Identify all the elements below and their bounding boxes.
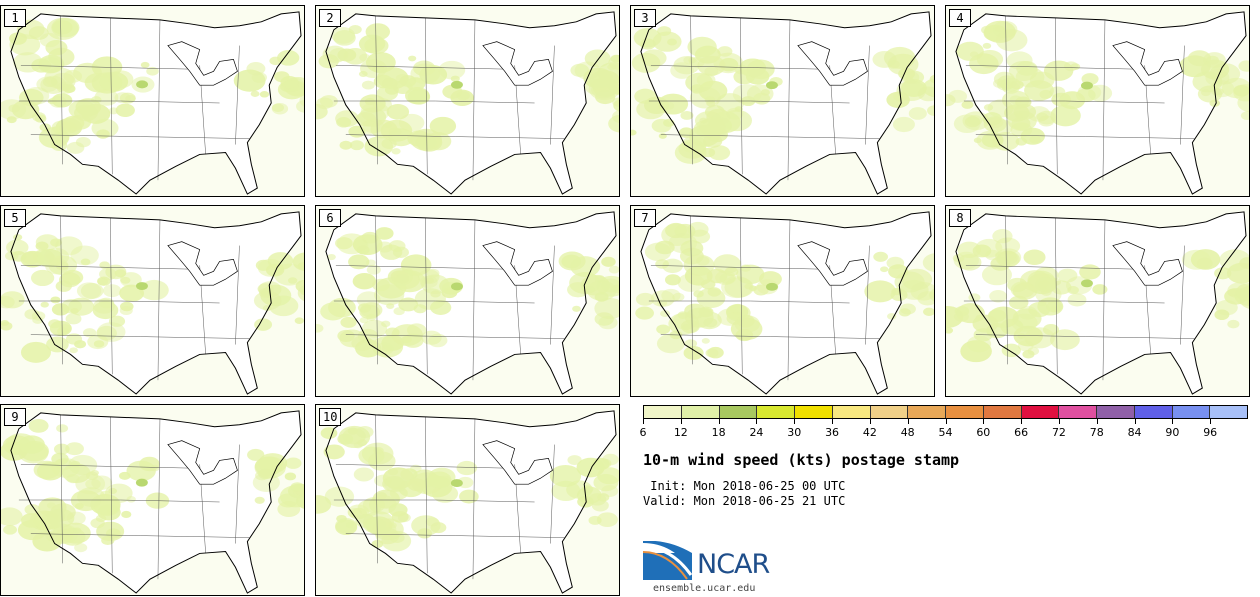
conus-map bbox=[316, 405, 619, 595]
colorbar-bin bbox=[1021, 406, 1060, 418]
colorbar-tick-label: 30 bbox=[787, 426, 802, 439]
conus-map bbox=[316, 206, 619, 396]
colorbar-bin bbox=[681, 406, 720, 418]
colorbar-tick-mark bbox=[1134, 419, 1136, 424]
colorbar-tick-label: 24 bbox=[749, 426, 764, 439]
colorbar-tick-label: 18 bbox=[711, 426, 726, 439]
colorbar-tick-mark bbox=[1172, 419, 1174, 424]
colorbar-tick-label: 72 bbox=[1051, 426, 1066, 439]
colorbar-bin bbox=[1134, 406, 1173, 418]
conus-map bbox=[1, 6, 304, 196]
ensemble-member-panel: 6 bbox=[315, 205, 620, 397]
ensemble-member-panel: 5 bbox=[0, 205, 305, 397]
ncar-logo-text: NCAR bbox=[697, 549, 770, 580]
member-number-label: 10 bbox=[319, 408, 342, 426]
member-number-label: 2 bbox=[319, 9, 341, 27]
colorbar-tick-label: 12 bbox=[673, 426, 688, 439]
colorbar-tick-label: 54 bbox=[938, 426, 953, 439]
colorbar-bin bbox=[719, 406, 758, 418]
member-number-label: 3 bbox=[634, 9, 656, 27]
source-url: ensemble.ucar.edu bbox=[653, 583, 756, 594]
colorbar-tick-mark bbox=[718, 419, 720, 424]
colorbar-tick-label: 6 bbox=[639, 426, 647, 439]
colorbar-tick-label: 66 bbox=[1014, 426, 1029, 439]
colorbar-bin bbox=[795, 406, 833, 418]
conus-map bbox=[1, 405, 304, 595]
ensemble-member-panel: 10 bbox=[315, 404, 620, 596]
colorbar-tick-label: 78 bbox=[1089, 426, 1104, 439]
conus-map bbox=[316, 6, 619, 196]
colorbar-tick-mark bbox=[1210, 419, 1212, 424]
ensemble-member-panel: 4 bbox=[945, 5, 1250, 197]
colorbar-tick-label: 42 bbox=[862, 426, 877, 439]
conus-map bbox=[946, 206, 1249, 396]
conus-map bbox=[631, 6, 934, 196]
colorbar-tick-mark bbox=[832, 419, 834, 424]
colorbar-tick-label: 48 bbox=[900, 426, 915, 439]
colorbar-bin bbox=[908, 406, 946, 418]
member-number-label: 7 bbox=[634, 209, 656, 227]
conus-map bbox=[631, 206, 934, 396]
member-number-label: 5 bbox=[4, 209, 26, 227]
ensemble-member-panel: 8 bbox=[945, 205, 1250, 397]
colorbar-tick-mark bbox=[983, 419, 985, 424]
colorbar-tick-mark bbox=[643, 419, 644, 424]
colorbar-tick-mark bbox=[907, 419, 909, 424]
member-number-label: 1 bbox=[4, 9, 26, 27]
colorbar-bin bbox=[983, 406, 1022, 418]
colorbar-bin bbox=[1059, 406, 1097, 418]
wind-speed-colorbar bbox=[643, 405, 1248, 419]
member-number-label: 9 bbox=[4, 408, 26, 426]
ensemble-member-panel: 2 bbox=[315, 5, 620, 197]
conus-map bbox=[946, 6, 1249, 196]
colorbar-tick-mark bbox=[794, 419, 796, 424]
colorbar-bin bbox=[870, 406, 909, 418]
colorbar-tick-label: 36 bbox=[825, 426, 840, 439]
colorbar-tick-mark bbox=[1058, 419, 1060, 424]
member-number-label: 4 bbox=[949, 9, 971, 27]
colorbar-bin bbox=[1172, 406, 1211, 418]
ensemble-member-panel: 3 bbox=[630, 5, 935, 197]
colorbar-tick-mark bbox=[869, 419, 871, 424]
colorbar-tick-mark bbox=[1096, 419, 1098, 424]
colorbar-tick-label: 60 bbox=[976, 426, 991, 439]
init-time: Init: Mon 2018-06-25 00 UTC bbox=[643, 479, 846, 493]
conus-map bbox=[1, 206, 304, 396]
member-number-label: 6 bbox=[319, 209, 341, 227]
plot-title: 10-m wind speed (kts) postage stamp bbox=[643, 451, 960, 469]
ensemble-member-panel: 1 bbox=[0, 5, 305, 197]
colorbar-tick-mark bbox=[680, 419, 682, 424]
colorbar-bin bbox=[832, 406, 871, 418]
colorbar-bin bbox=[946, 406, 984, 418]
ncar-logo-icon bbox=[643, 541, 693, 580]
colorbar-bin bbox=[757, 406, 795, 418]
colorbar-tick-mark bbox=[1021, 419, 1023, 424]
colorbar-bin bbox=[1210, 406, 1247, 418]
colorbar-tick-mark bbox=[756, 419, 758, 424]
ensemble-member-panel: 9 bbox=[0, 404, 305, 596]
colorbar-ticks: 6 12 18 24 30 36 42 48 54 60 66 72 78 84 90 96 bbox=[639, 419, 1248, 439]
colorbar-tick-mark bbox=[945, 419, 947, 424]
colorbar-tick-label: 96 bbox=[1203, 426, 1218, 439]
ensemble-member-panel: 7 bbox=[630, 205, 935, 397]
colorbar-tick-label: 90 bbox=[1165, 426, 1180, 439]
colorbar-bin bbox=[1097, 406, 1135, 418]
colorbar-bin bbox=[644, 406, 682, 418]
colorbar-tick-label: 84 bbox=[1127, 426, 1142, 439]
member-number-label: 8 bbox=[949, 209, 971, 227]
valid-time: Valid: Mon 2018-06-25 21 UTC bbox=[643, 494, 846, 508]
